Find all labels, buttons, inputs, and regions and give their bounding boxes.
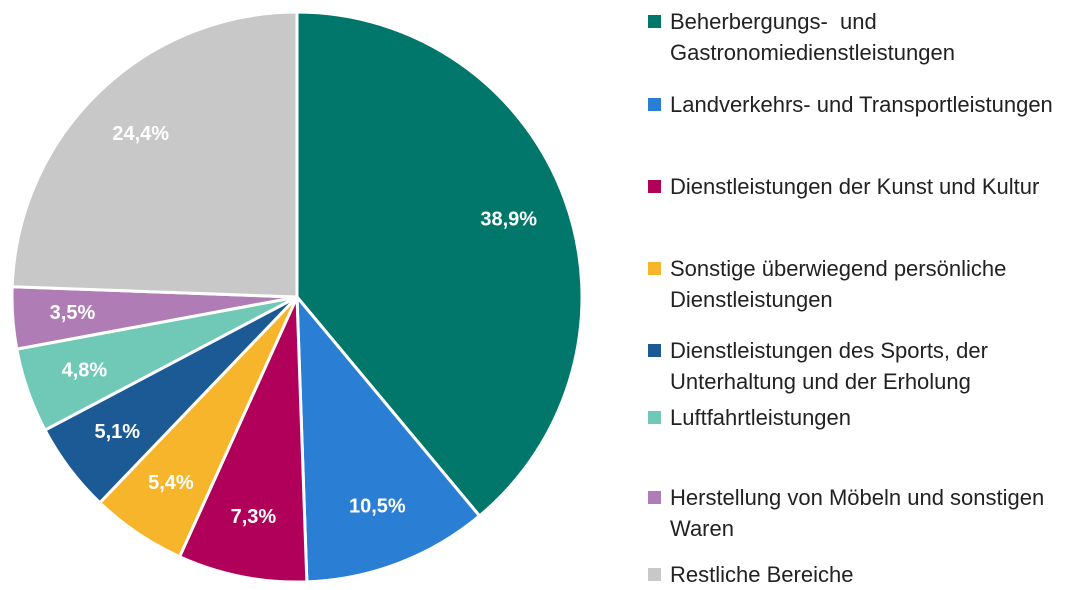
legend-item: Landverkehrs- und Transportleistungen (648, 89, 1088, 120)
legend-swatch (648, 411, 661, 424)
data-label: 5,4% (148, 472, 194, 494)
legend-item: Dienstleistungen der Kunst und Kultur (648, 171, 1088, 202)
pie-slice (295, 292, 482, 584)
data-label: 24,4% (112, 123, 169, 145)
legend-label: Dienstleistungen der Kunst und Kultur (670, 174, 1040, 199)
legend-label: Landverkehrs- und Transportleistungen (670, 92, 1053, 117)
legend-swatch (648, 180, 661, 193)
data-label: 4,8% (62, 359, 108, 381)
legend-item: Sonstige überwiegend persönliche Dienstl… (648, 253, 1088, 315)
legend-item: Restliche Bereiche (648, 559, 1088, 590)
pie-slice (295, 10, 584, 519)
data-label: 5,1% (94, 421, 140, 443)
chart: 38,9% 10,5% 7,3% 5,4% 5,1% 4,8% 3,5% 24,4% (10, 10, 584, 584)
legend-swatch (648, 344, 661, 357)
data-label: 7,3% (231, 506, 277, 528)
legend-item: Dienstleistungen des Sports, der Unterha… (648, 335, 1088, 397)
legend-swatch (648, 15, 661, 28)
pie-slice (10, 10, 299, 299)
legend-swatch (648, 262, 661, 275)
legend-label: Beherbergungs- und Gastronomiedienstleis… (670, 9, 955, 65)
legend-label: Luftfahrtleistungen (670, 405, 852, 430)
data-label: 10,5% (349, 496, 406, 518)
legend-swatch (648, 98, 661, 111)
legend-swatch (648, 491, 661, 504)
data-label: 3,5% (50, 302, 96, 324)
legend-label: Sonstige überwiegend persönliche Dienstl… (670, 256, 1013, 312)
legend-item: Luftfahrtleistungen (648, 402, 1088, 433)
legend-label: Herstellung von Möbeln und sonstigen War… (670, 485, 1051, 541)
legend-item: Herstellung von Möbeln und sonstigen War… (648, 482, 1088, 544)
pie-slice (177, 296, 309, 584)
legend-label: Dienstleistungen des Sports, der Unterha… (670, 338, 995, 394)
data-label: 38,9% (480, 209, 537, 231)
legend-item: Beherbergungs- und Gastronomiedienstleis… (648, 6, 1088, 68)
legend-swatch (648, 568, 661, 581)
legend-label: Restliche Bereiche (670, 562, 854, 587)
